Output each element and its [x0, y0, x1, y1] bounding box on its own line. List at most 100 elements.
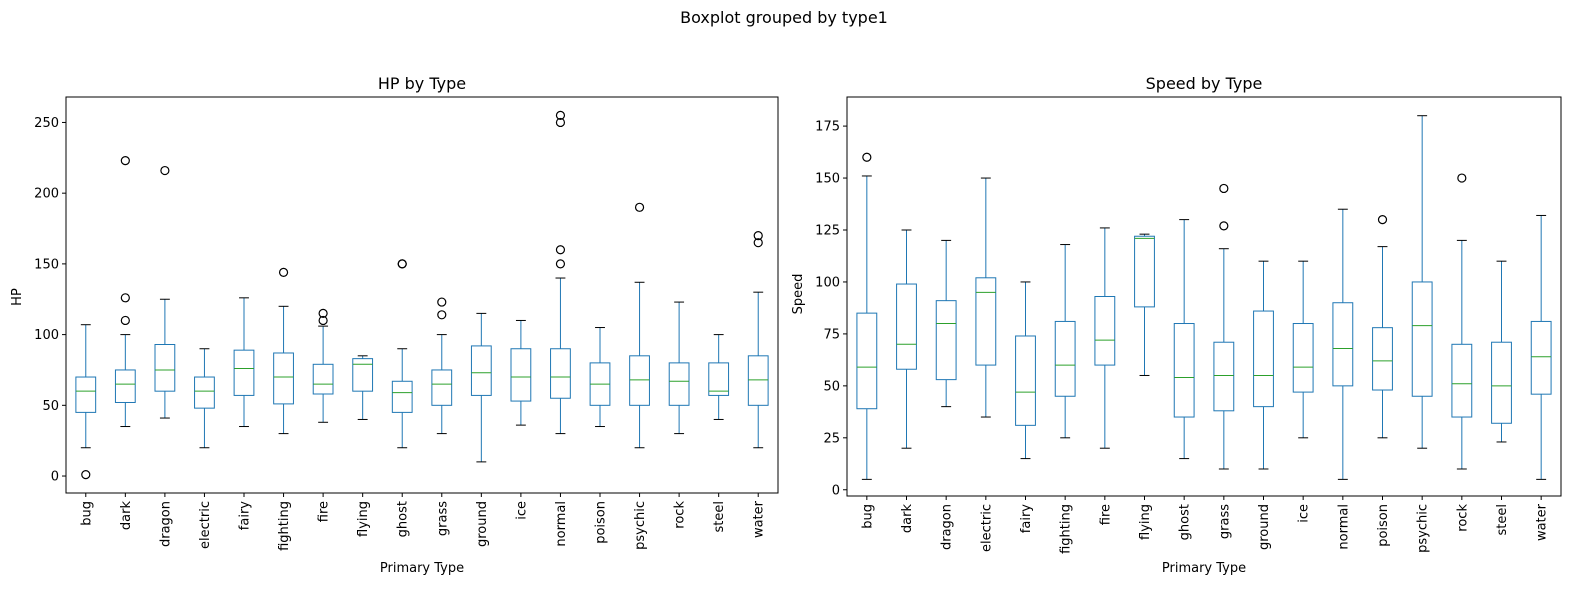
speed-y-tick-label: 50: [823, 379, 840, 394]
speed-box-rock: [1451, 173, 1473, 470]
iqr-box: [1173, 323, 1195, 418]
iqr-box: [1015, 335, 1036, 426]
hp-x-tick-label-fire: fire: [317, 501, 332, 522]
hp-x-axis-label: Primary Type: [380, 561, 464, 576]
outlier-point: [1457, 173, 1467, 183]
speed-box-dragon: [935, 239, 957, 408]
hp-x-tick-label-poison: poison: [594, 501, 609, 544]
hp-x-tick-label-flying: flying: [356, 501, 371, 537]
iqr-box: [550, 348, 571, 399]
hp-box-ground: [470, 312, 492, 463]
hp-x-tick-label-bug: bug: [79, 501, 94, 526]
speed-x-tick-label-normal: normal: [1336, 504, 1351, 550]
hp-x-tick-label-dark: dark: [119, 501, 134, 531]
hp-y-tick-label: 150: [34, 257, 59, 272]
iqr-box: [856, 312, 878, 410]
speed-y-tick-label: 175: [815, 120, 840, 135]
speed-box-bug: [856, 152, 878, 480]
iqr-box: [1372, 327, 1393, 391]
speed-y-tick-label: 0: [832, 483, 840, 498]
iqr-box: [629, 355, 650, 406]
hp-box-ice: [510, 319, 532, 426]
speed-box-psychic: [1411, 115, 1433, 449]
outlier-point: [318, 315, 328, 326]
hp-box-dragon: [154, 165, 176, 419]
outlier-point: [318, 308, 328, 318]
speed-box-poison: [1372, 215, 1393, 439]
hp-box-rock: [668, 301, 690, 435]
iqr-box: [352, 358, 374, 392]
speed-x-tick-label-poison: poison: [1376, 504, 1391, 547]
hp-x-tick-label-dragon: dragon: [158, 501, 173, 547]
outlier-point: [437, 310, 447, 320]
hp-box-fighting: [273, 267, 294, 435]
speed-box-dark: [896, 229, 917, 449]
iqr-box: [1332, 302, 1354, 387]
iqr-box: [1451, 343, 1473, 418]
outlier-point: [1219, 221, 1229, 231]
hp-box-steel: [708, 334, 730, 420]
iqr-box: [273, 352, 294, 405]
hp-x-tick-label-rock: rock: [673, 501, 688, 529]
iqr-box: [75, 376, 97, 413]
outlier-point: [555, 117, 566, 128]
speed-box-fighting: [1054, 244, 1076, 439]
hp-y-tick-label: 100: [34, 328, 59, 343]
outlier-point: [278, 267, 289, 277]
iqr-box: [470, 345, 492, 396]
hp-y-tick-label: 0: [51, 470, 59, 485]
speed-x-axis-label: Primary Type: [1162, 561, 1246, 576]
outlier-point: [555, 110, 566, 120]
outlier-point: [753, 238, 763, 248]
iqr-box: [431, 369, 453, 406]
speed-x-tick-label-dark: dark: [900, 504, 915, 534]
hp-y-tick-label: 200: [34, 187, 59, 202]
hp-y-axis-label: HP: [10, 288, 25, 306]
speed-box-ice: [1292, 260, 1314, 439]
hp-x-tick-label-ice: ice: [514, 501, 529, 520]
speed-y-tick-label: 125: [815, 224, 840, 239]
speed-x-tick-label-rock: rock: [1455, 504, 1470, 532]
speed-x-tick-label-fighting: fighting: [1059, 504, 1074, 554]
hp-box-poison: [589, 327, 611, 428]
iqr-box: [391, 380, 413, 413]
speed-y-tick-label: 25: [823, 431, 840, 446]
outlier-point: [120, 293, 130, 303]
hp-x-tick-label-fairy: fairy: [238, 501, 253, 530]
speed-box-normal: [1332, 208, 1354, 480]
speed-box-flying: [1134, 233, 1155, 376]
outlier-point: [555, 259, 566, 269]
speed-chart-title: Speed by Type: [1146, 74, 1263, 93]
iqr-box: [312, 363, 334, 395]
speed-x-tick-label-flying: flying: [1138, 504, 1153, 540]
iqr-box: [1292, 323, 1314, 393]
speed-box-fairy: [1015, 281, 1036, 460]
outlier-point: [753, 231, 763, 241]
speed-box-fire: [1094, 227, 1116, 449]
iqr-box: [1054, 320, 1076, 397]
iqr-box: [233, 349, 255, 396]
speed-box-steel: [1491, 260, 1512, 443]
outlier-point: [120, 156, 130, 166]
hp-x-tick-label-normal: normal: [554, 501, 569, 547]
speed-y-axis-label: Speed: [791, 274, 806, 315]
outlier-point: [1219, 183, 1229, 194]
speed-x-tick-label-grass: grass: [1217, 504, 1232, 539]
iqr-box: [1213, 341, 1235, 412]
hp-box-electric: [194, 348, 215, 449]
outlier-point: [555, 245, 566, 255]
speed-x-tick-label-bug: bug: [860, 504, 875, 529]
iqr-box: [935, 300, 957, 381]
speed-box-grass: [1213, 183, 1235, 470]
speed-y-tick-label: 150: [815, 172, 840, 187]
hp-box-flying: [352, 355, 374, 420]
speed-x-tick-label-fairy: fairy: [1019, 504, 1034, 533]
speed-x-tick-label-fire: fire: [1098, 504, 1113, 525]
outlier-point: [120, 315, 130, 326]
hp-x-tick-label-grass: grass: [435, 501, 450, 536]
figure-suptitle: Boxplot grouped by type1: [680, 8, 888, 27]
hp-y-tick-label: 250: [34, 116, 59, 131]
hp-box-grass: [431, 297, 453, 435]
iqr-box: [194, 376, 215, 409]
speed-box-water: [1530, 214, 1552, 480]
